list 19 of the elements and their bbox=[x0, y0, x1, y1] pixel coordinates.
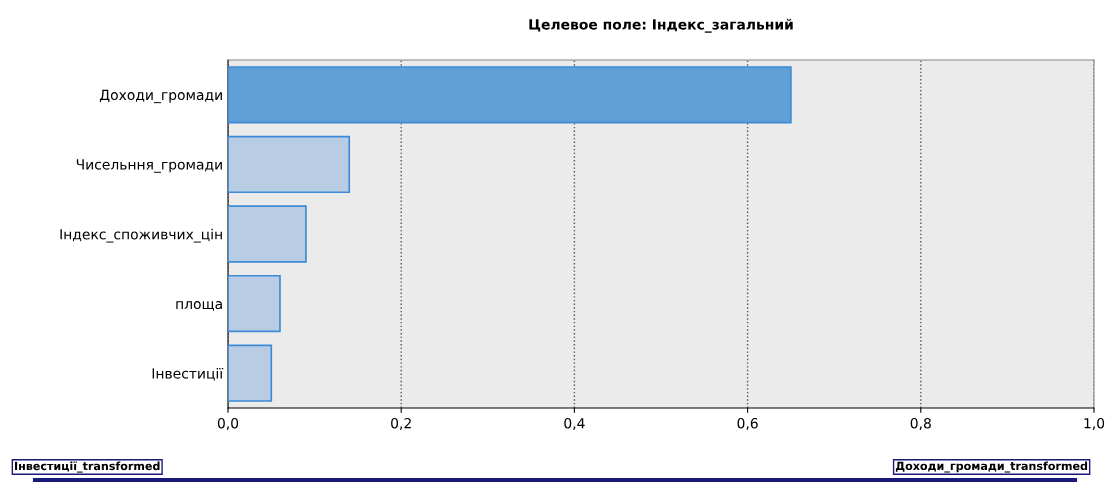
y-tick-label: Доходи_громади bbox=[99, 89, 222, 104]
bar bbox=[228, 66, 792, 124]
y-tick-label: Чисельння_громади bbox=[76, 159, 222, 173]
bar bbox=[228, 205, 307, 263]
x-tick-label: 0,8 bbox=[910, 417, 931, 430]
x-tick-label: 0,4 bbox=[564, 417, 585, 430]
y-tick-label: Інвестиції bbox=[152, 367, 224, 381]
x-tick-label: 1,0 bbox=[1084, 417, 1105, 430]
y-tick-label: Індекс_споживчих_цін bbox=[60, 228, 222, 243]
text: Доходи_громади_transformed bbox=[895, 461, 1088, 473]
y-tick-label: площа bbox=[176, 301, 222, 311]
chart-title: Целевое поле: Індекс_загальний bbox=[529, 18, 793, 33]
bar bbox=[228, 135, 351, 194]
x-tick-label: 0,0 bbox=[217, 417, 239, 430]
x-tick-label: 0,2 bbox=[391, 417, 411, 430]
bar bbox=[228, 274, 281, 333]
x-tick-label: 0,6 bbox=[737, 417, 758, 430]
text: Інвестиції_transformed bbox=[15, 461, 160, 473]
bar bbox=[228, 344, 273, 402]
